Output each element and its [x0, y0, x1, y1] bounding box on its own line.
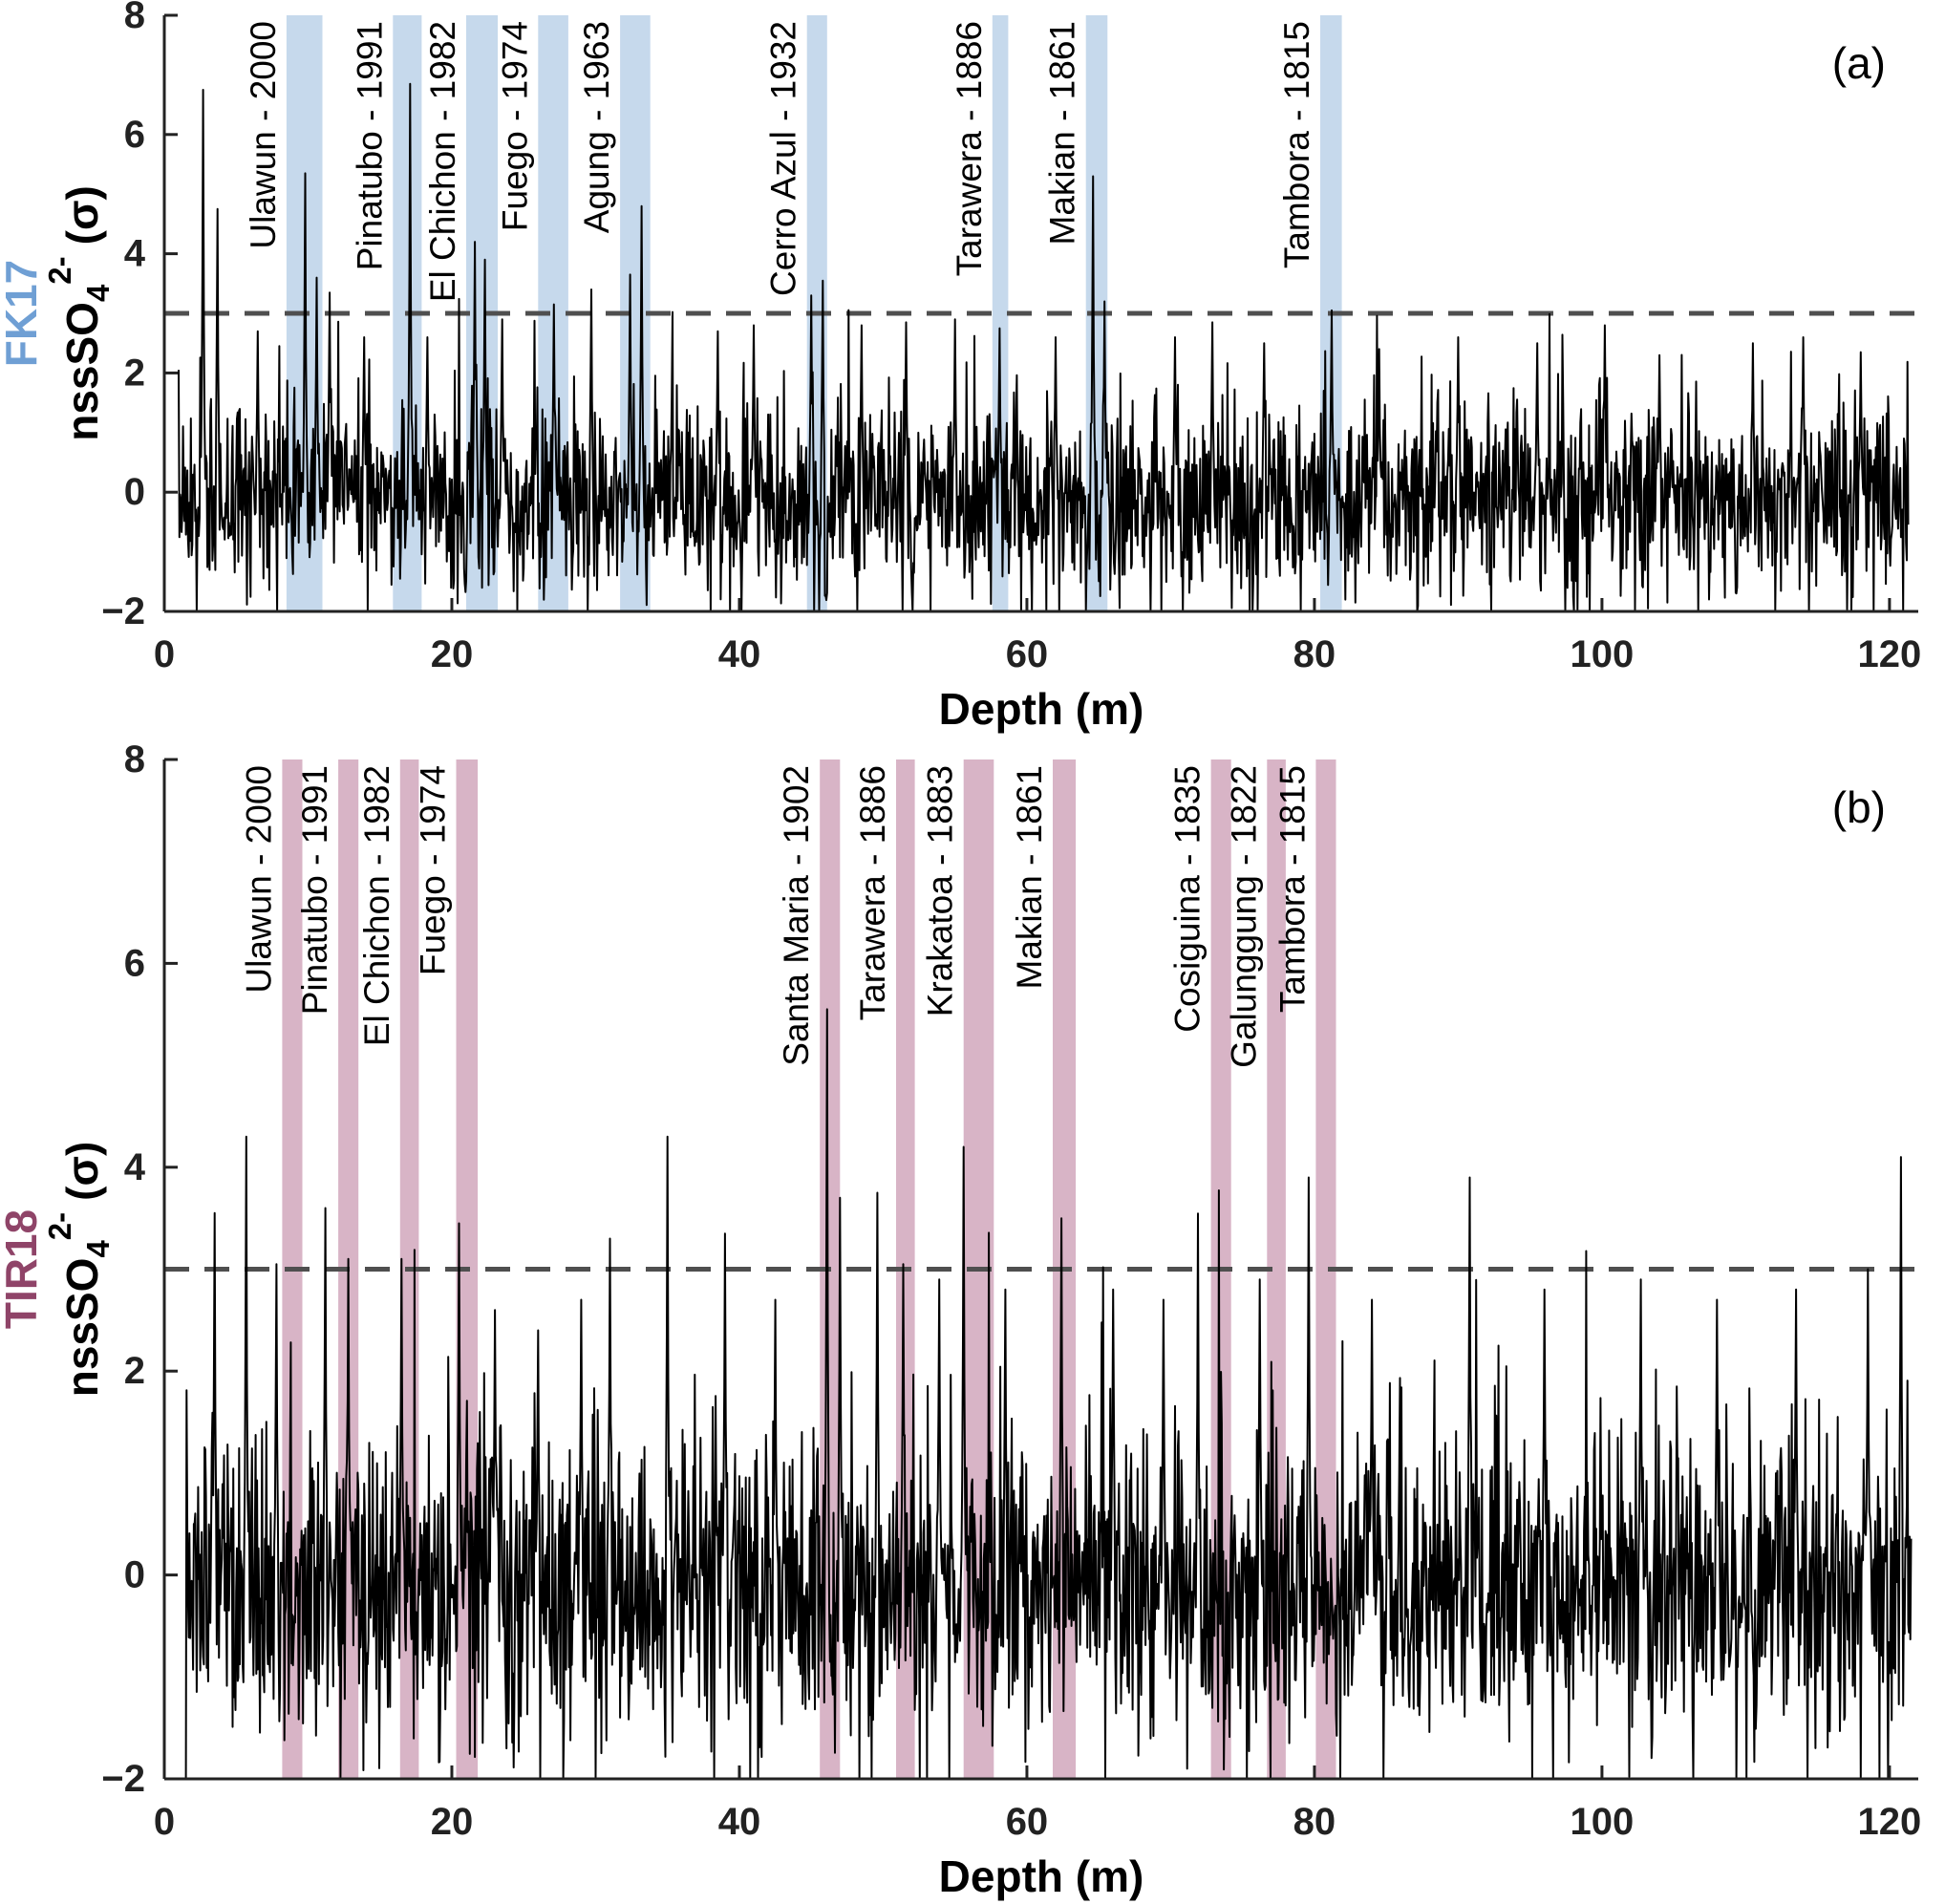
eruption-label: Krakatoa - 1883 [921, 765, 960, 1016]
panel-tag: (b) [1832, 782, 1886, 832]
eruption-label: Makian - 1861 [1043, 21, 1082, 245]
eruption-label: Fuego - 1974 [495, 21, 534, 231]
eruption-label: Santa Maria - 1902 [777, 765, 816, 1066]
eruption-label: Galunggung - 1822 [1224, 765, 1263, 1068]
x-tick-label: 40 [718, 633, 761, 675]
y-tick-label: 0 [124, 1554, 145, 1596]
x-tick-label: 20 [431, 633, 474, 675]
y-tick-label: 2 [124, 352, 145, 394]
eruption-label: Agung - 1963 [577, 21, 616, 233]
eruption-label: Ulawun - 2000 [239, 765, 278, 994]
y-tick-label: −2 [101, 590, 145, 632]
core-name-label: TIR18 [0, 1209, 46, 1329]
x-tick-label: 80 [1293, 1801, 1336, 1843]
panel-tag: (a) [1832, 38, 1886, 88]
x-tick-label: 60 [1006, 633, 1049, 675]
x-tick-label: 120 [1858, 1801, 1922, 1843]
x-tick-label: 0 [154, 633, 175, 675]
x-tick-label: 60 [1006, 1801, 1049, 1843]
y-tick-label: 8 [124, 738, 145, 781]
eruption-label: Tarawera - 1886 [853, 765, 892, 1020]
eruption-label: Cosiguina - 1835 [1168, 765, 1208, 1033]
eruption-label: Fuego - 1974 [413, 765, 452, 975]
x-tick-label: 20 [431, 1801, 474, 1843]
eruption-label: El Chichon - 1982 [357, 765, 396, 1046]
core-name-label: FK17 [0, 260, 46, 367]
x-tick-label: 120 [1858, 633, 1922, 675]
y-tick-label: 4 [124, 1146, 146, 1188]
eruption-label: El Chichon - 1982 [423, 21, 462, 302]
x-tick-label: 40 [718, 1801, 761, 1843]
signal-trace [184, 1008, 1913, 1780]
eruption-band [1315, 759, 1336, 1779]
y-tick-label: −2 [101, 1758, 145, 1800]
y-axis-label: nssSO42-(σ) [42, 185, 116, 441]
y-tick-label: 0 [124, 471, 145, 513]
eruption-label: Pinatubo - 1991 [295, 765, 334, 1015]
x-axis-label: Depth (m) [939, 1851, 1144, 1901]
y-tick-label: 6 [124, 942, 145, 984]
eruption-label: Tarawera - 1886 [950, 21, 989, 276]
eruption-label: Cerro Azul - 1932 [764, 21, 803, 296]
x-tick-label: 100 [1571, 633, 1635, 675]
eruption-label: Makian - 1861 [1010, 765, 1049, 989]
y-tick-label: 6 [124, 114, 145, 156]
y-tick-label: 4 [124, 233, 146, 275]
eruption-label: Tambora - 1815 [1272, 765, 1312, 1013]
eruption-label: Tambora - 1815 [1277, 21, 1316, 268]
y-axis-label: nssSO42-(σ) [42, 1142, 116, 1398]
x-tick-label: 80 [1293, 633, 1336, 675]
eruption-label: Ulawun - 2000 [244, 21, 283, 249]
x-axis-label: Depth (m) [939, 684, 1144, 734]
x-tick-label: 0 [154, 1801, 175, 1843]
y-tick-label: 8 [124, 0, 145, 36]
eruption-label: Pinatubo - 1991 [350, 21, 389, 270]
x-tick-label: 100 [1571, 1801, 1635, 1843]
y-tick-label: 2 [124, 1350, 145, 1392]
signal-trace [178, 82, 1910, 612]
